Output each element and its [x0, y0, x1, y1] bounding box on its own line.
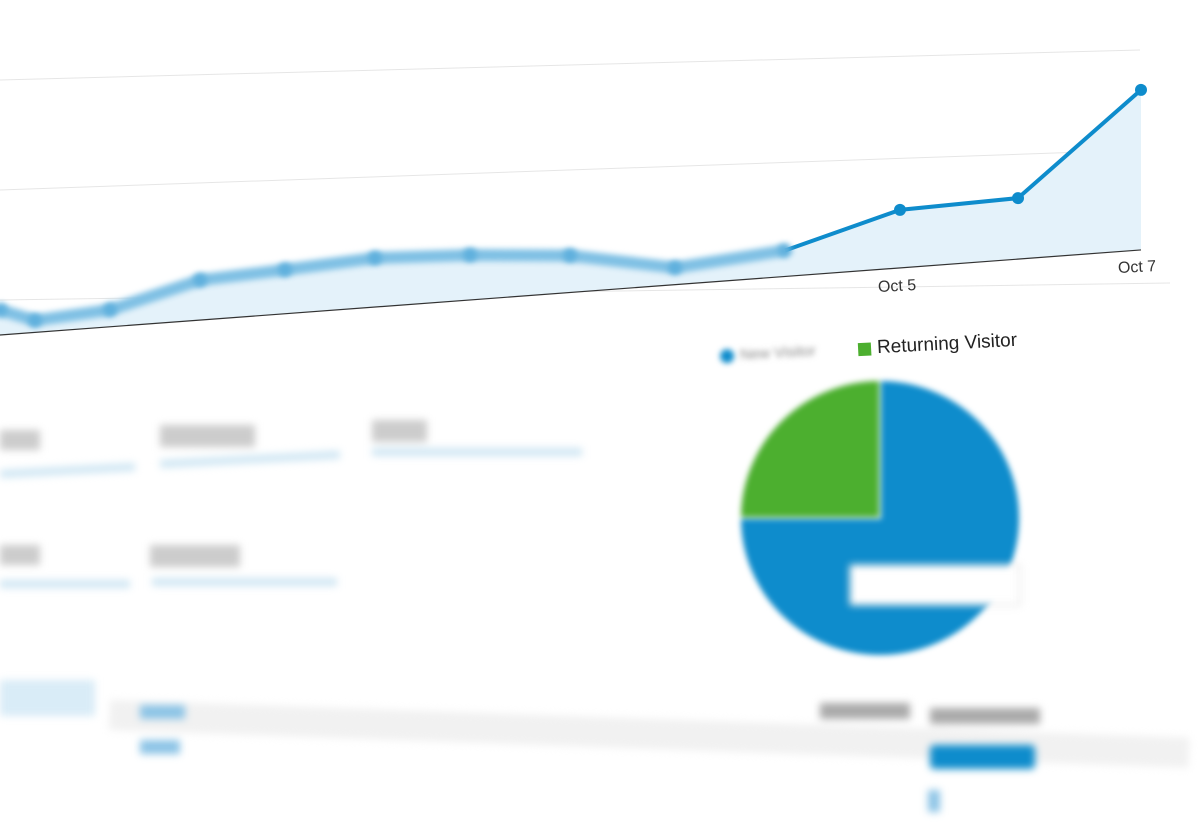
series-line [784, 88, 1143, 253]
x-axis [0, 249, 1142, 336]
gridline [0, 149, 1141, 191]
legend-swatch-blue [719, 348, 735, 363]
data-point[interactable] [193, 273, 207, 288]
data-point[interactable] [0, 303, 7, 317]
data-point[interactable] [28, 313, 42, 328]
data-point[interactable] [1135, 83, 1147, 96]
series-line-blurred [0, 244, 786, 327]
data-point[interactable] [894, 203, 906, 216]
data-point[interactable] [778, 243, 792, 258]
data-point[interactable] [368, 251, 382, 266]
legend-swatch-green [857, 341, 872, 356]
x-tick-oct-5: Oct 5 [877, 277, 917, 296]
pie-slice[interactable] [738, 378, 881, 519]
data-point[interactable] [463, 247, 477, 262]
data-point[interactable] [103, 302, 117, 317]
visitor-pie-chart [738, 378, 1021, 657]
data-point[interactable] [278, 262, 292, 277]
area-fill [0, 89, 1141, 335]
gridline [0, 49, 1141, 81]
metric-cards [0, 420, 1190, 812]
data-point[interactable] [1012, 192, 1024, 205]
data-point[interactable] [668, 260, 682, 275]
x-tick-oct-7: Oct 7 [1117, 258, 1157, 277]
data-point[interactable] [563, 248, 577, 263]
